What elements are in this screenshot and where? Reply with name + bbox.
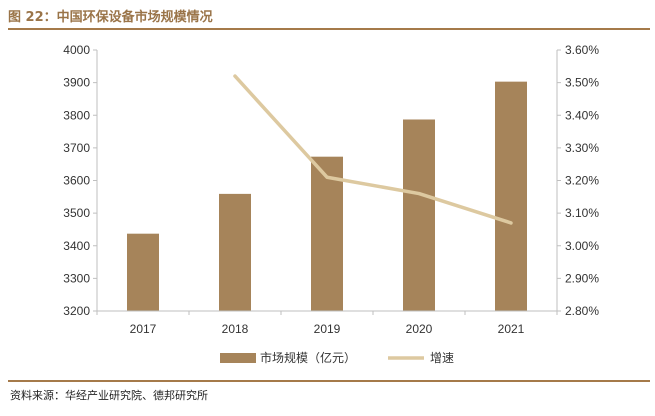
left-tick-label: 3400 [63,239,90,253]
bar-2021 [495,81,527,312]
right-tick-label: 3.30% [565,141,599,155]
x-tick-label: 2021 [498,322,525,336]
footer-divider [8,380,650,382]
right-tick-label: 3.00% [565,239,599,253]
legend-label-line: 增速 [430,351,454,365]
growth-point-2018 [234,75,236,77]
left-tick-label: 3200 [63,304,90,318]
axes: 3200 3300 3400 3500 3600 3700 3800 3900 4000 2.80… [63,43,599,336]
x-tick-label: 2017 [130,322,157,336]
left-tick-label: 3700 [63,141,90,155]
right-tick-label: 3.20% [565,174,599,188]
legend: 市场规模（亿元） 增速 [220,350,454,365]
right-tick-label: 3.50% [565,76,599,90]
title-divider [8,28,650,30]
left-tick-label: 4000 [63,43,90,57]
bar-2020 [403,119,435,312]
left-tick-label: 3800 [63,108,90,122]
bar-2017 [127,233,159,311]
growth-line [233,74,513,225]
legend-label-bar: 市场规模（亿元） [260,350,356,365]
chart-title: 图 22：中国环保设备市场规模情况 [8,10,213,25]
x-tick-label: 2020 [406,322,433,336]
left-tick-label: 3600 [63,174,90,188]
combo-chart: 3200 3300 3400 3500 3600 3700 3800 3900 4000 2.80… [63,43,599,365]
growth-point-2019 [326,176,328,178]
right-tick-label: 3.10% [565,206,599,220]
left-tick-label: 3300 [63,271,90,285]
left-tick-label: 3500 [63,206,90,220]
right-tick-label: 2.90% [565,271,599,285]
legend-swatch-bar [220,353,256,363]
growth-point-2020 [418,193,420,195]
left-tick-label: 3900 [63,76,90,90]
bar-2018 [219,193,251,311]
bar-series [127,81,527,312]
x-tick-label: 2019 [314,322,341,336]
right-tick-label: 2.80% [565,304,599,318]
bar-2019 [311,156,343,311]
x-tick-label: 2018 [222,322,249,336]
line-series [233,74,513,225]
right-tick-label: 3.40% [565,108,599,122]
growth-point-2021 [510,222,512,224]
right-tick-label: 3.60% [565,43,599,57]
source-note: 资料来源：华经产业研究院、德邦研究所 [10,389,208,402]
